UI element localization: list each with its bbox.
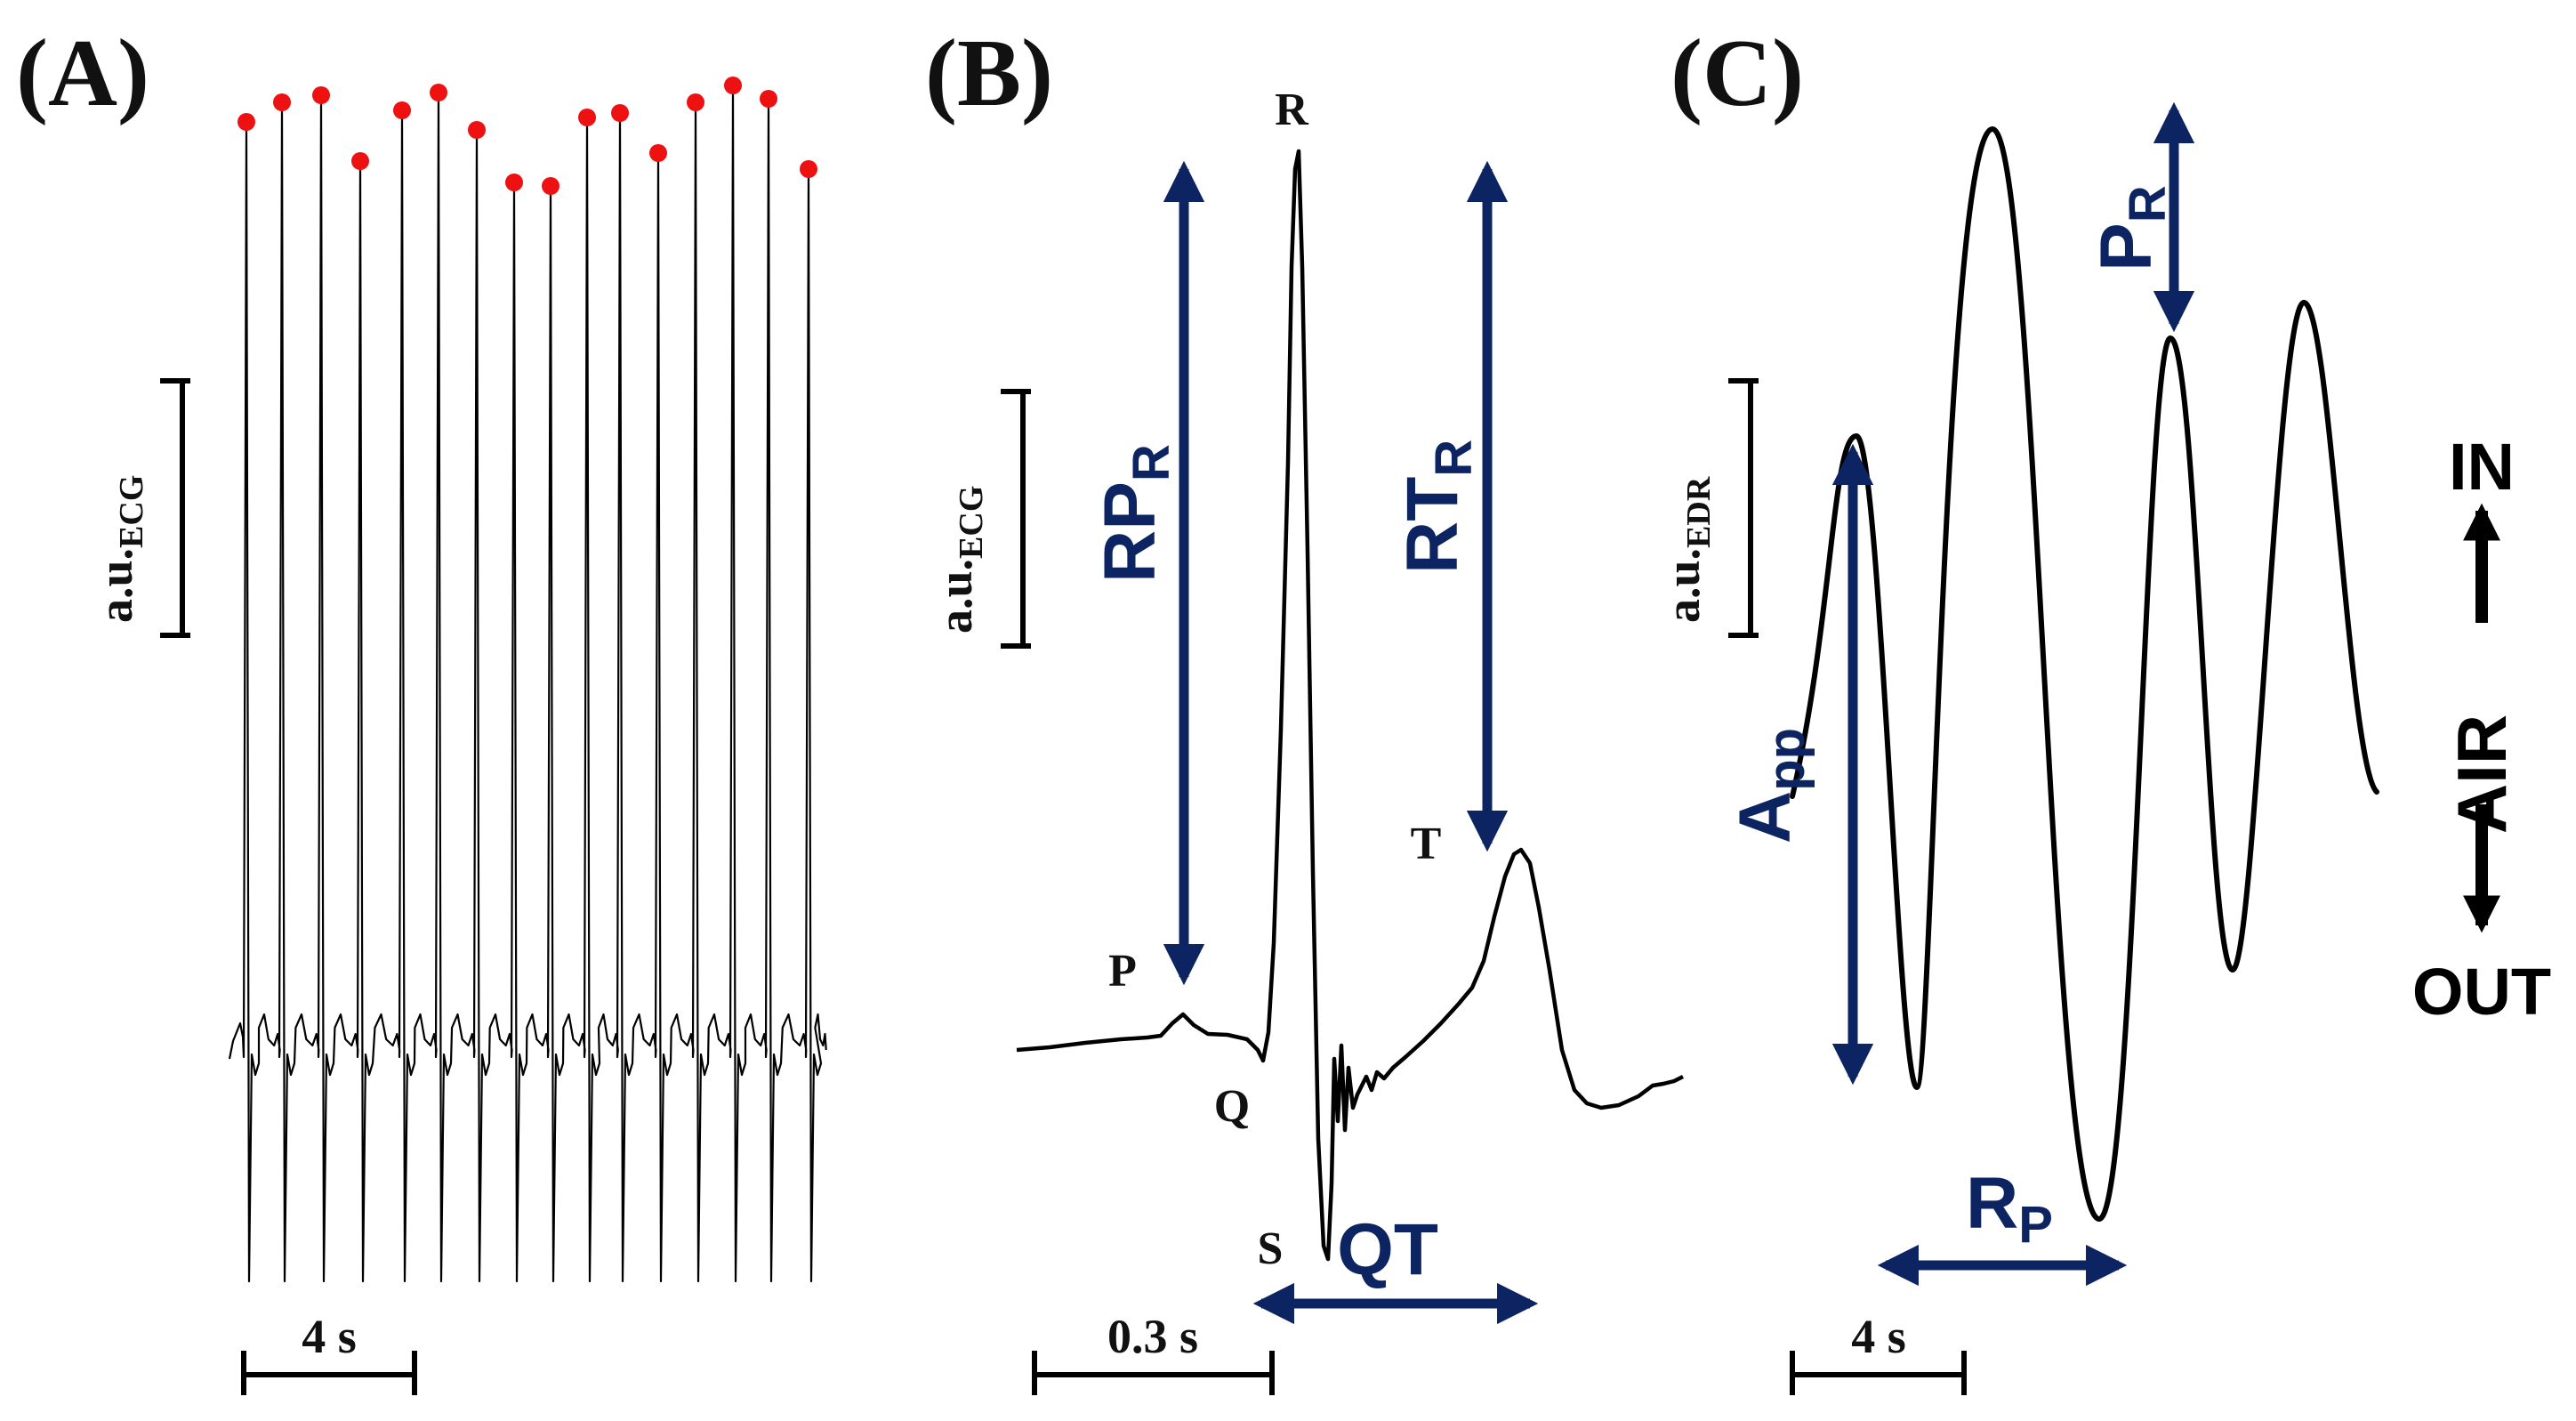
r-peak-marker (393, 101, 411, 119)
r-peak-marker (468, 121, 486, 139)
r-peak-marker (724, 77, 742, 94)
panel-c: (C) a.u.EDR PR App RP IN AIR OUT 4 s (1656, 20, 2551, 1395)
panel-c-time-scale-bar (1790, 1351, 1967, 1395)
r-peak-marker (687, 93, 704, 111)
s-wave-label: S (1258, 1223, 1284, 1274)
r-peak-marker (430, 84, 447, 101)
panel-a-axis-label: a.u.ECG (89, 475, 150, 623)
r-peak-marker (273, 93, 291, 111)
panel-a: (A) a.u.ECG 4 s (16, 20, 827, 1395)
r-peak-marker (760, 90, 777, 108)
panel-a-amplitude-scale-bar (160, 378, 190, 638)
air-out-label: OUT (2412, 955, 2551, 1029)
app-label: App (1725, 728, 1815, 844)
t-wave-label: T (1411, 819, 1442, 869)
rp-interval-label: RPR (1090, 444, 1180, 583)
panel-a-ecg-trace (228, 84, 827, 1283)
pr-label: PR (2086, 185, 2177, 271)
panel-c-amplitude-scale-bar (1728, 378, 1759, 638)
panel-b-label: (B) (925, 20, 1053, 126)
r-peak-marker (237, 113, 255, 131)
r-peak-marker (351, 152, 369, 170)
rt-interval-label: RTR (1392, 440, 1483, 574)
panel-b-heartbeat-trace (1016, 149, 1685, 1262)
p-wave-label: P (1108, 946, 1137, 997)
r-peak-marker (800, 160, 817, 178)
panel-a-time-scale-label: 4 s (302, 1310, 357, 1363)
panel-b-time-scale-label: 0.3 s (1107, 1310, 1198, 1363)
panel-a-r-peak-markers (237, 77, 817, 195)
q-wave-label: Q (1214, 1081, 1250, 1132)
panel-a-time-scale-bar (241, 1351, 417, 1395)
r-peak-marker (505, 174, 523, 191)
panel-c-axis-label: a.u.EDR (1656, 476, 1718, 623)
panel-b-time-scale-bar (1032, 1351, 1275, 1395)
r-wave-label: R (1275, 85, 1309, 135)
r-peak-marker (611, 104, 629, 122)
panel-b-amplitude-scale-bar (1001, 389, 1031, 649)
r-peak-marker (649, 144, 667, 162)
r-peak-marker (542, 177, 559, 195)
panel-c-edr-trace (1790, 126, 2379, 1222)
panel-b: (B) a.u.ECG R P Q S T RPR RTR QT 0.3 s (925, 20, 1685, 1395)
qt-interval-label: QT (1337, 1209, 1438, 1290)
panel-a-label: (A) (16, 20, 149, 126)
panel-c-label: (C) (1670, 20, 1804, 126)
r-peak-marker (312, 86, 330, 104)
r-peak-marker (578, 109, 596, 126)
air-in-label: IN (2449, 430, 2515, 504)
rp-period-label: RP (1966, 1163, 2053, 1254)
panel-c-time-scale-label: 4 s (1851, 1310, 1906, 1363)
panel-b-axis-label: a.u.ECG (929, 486, 990, 634)
